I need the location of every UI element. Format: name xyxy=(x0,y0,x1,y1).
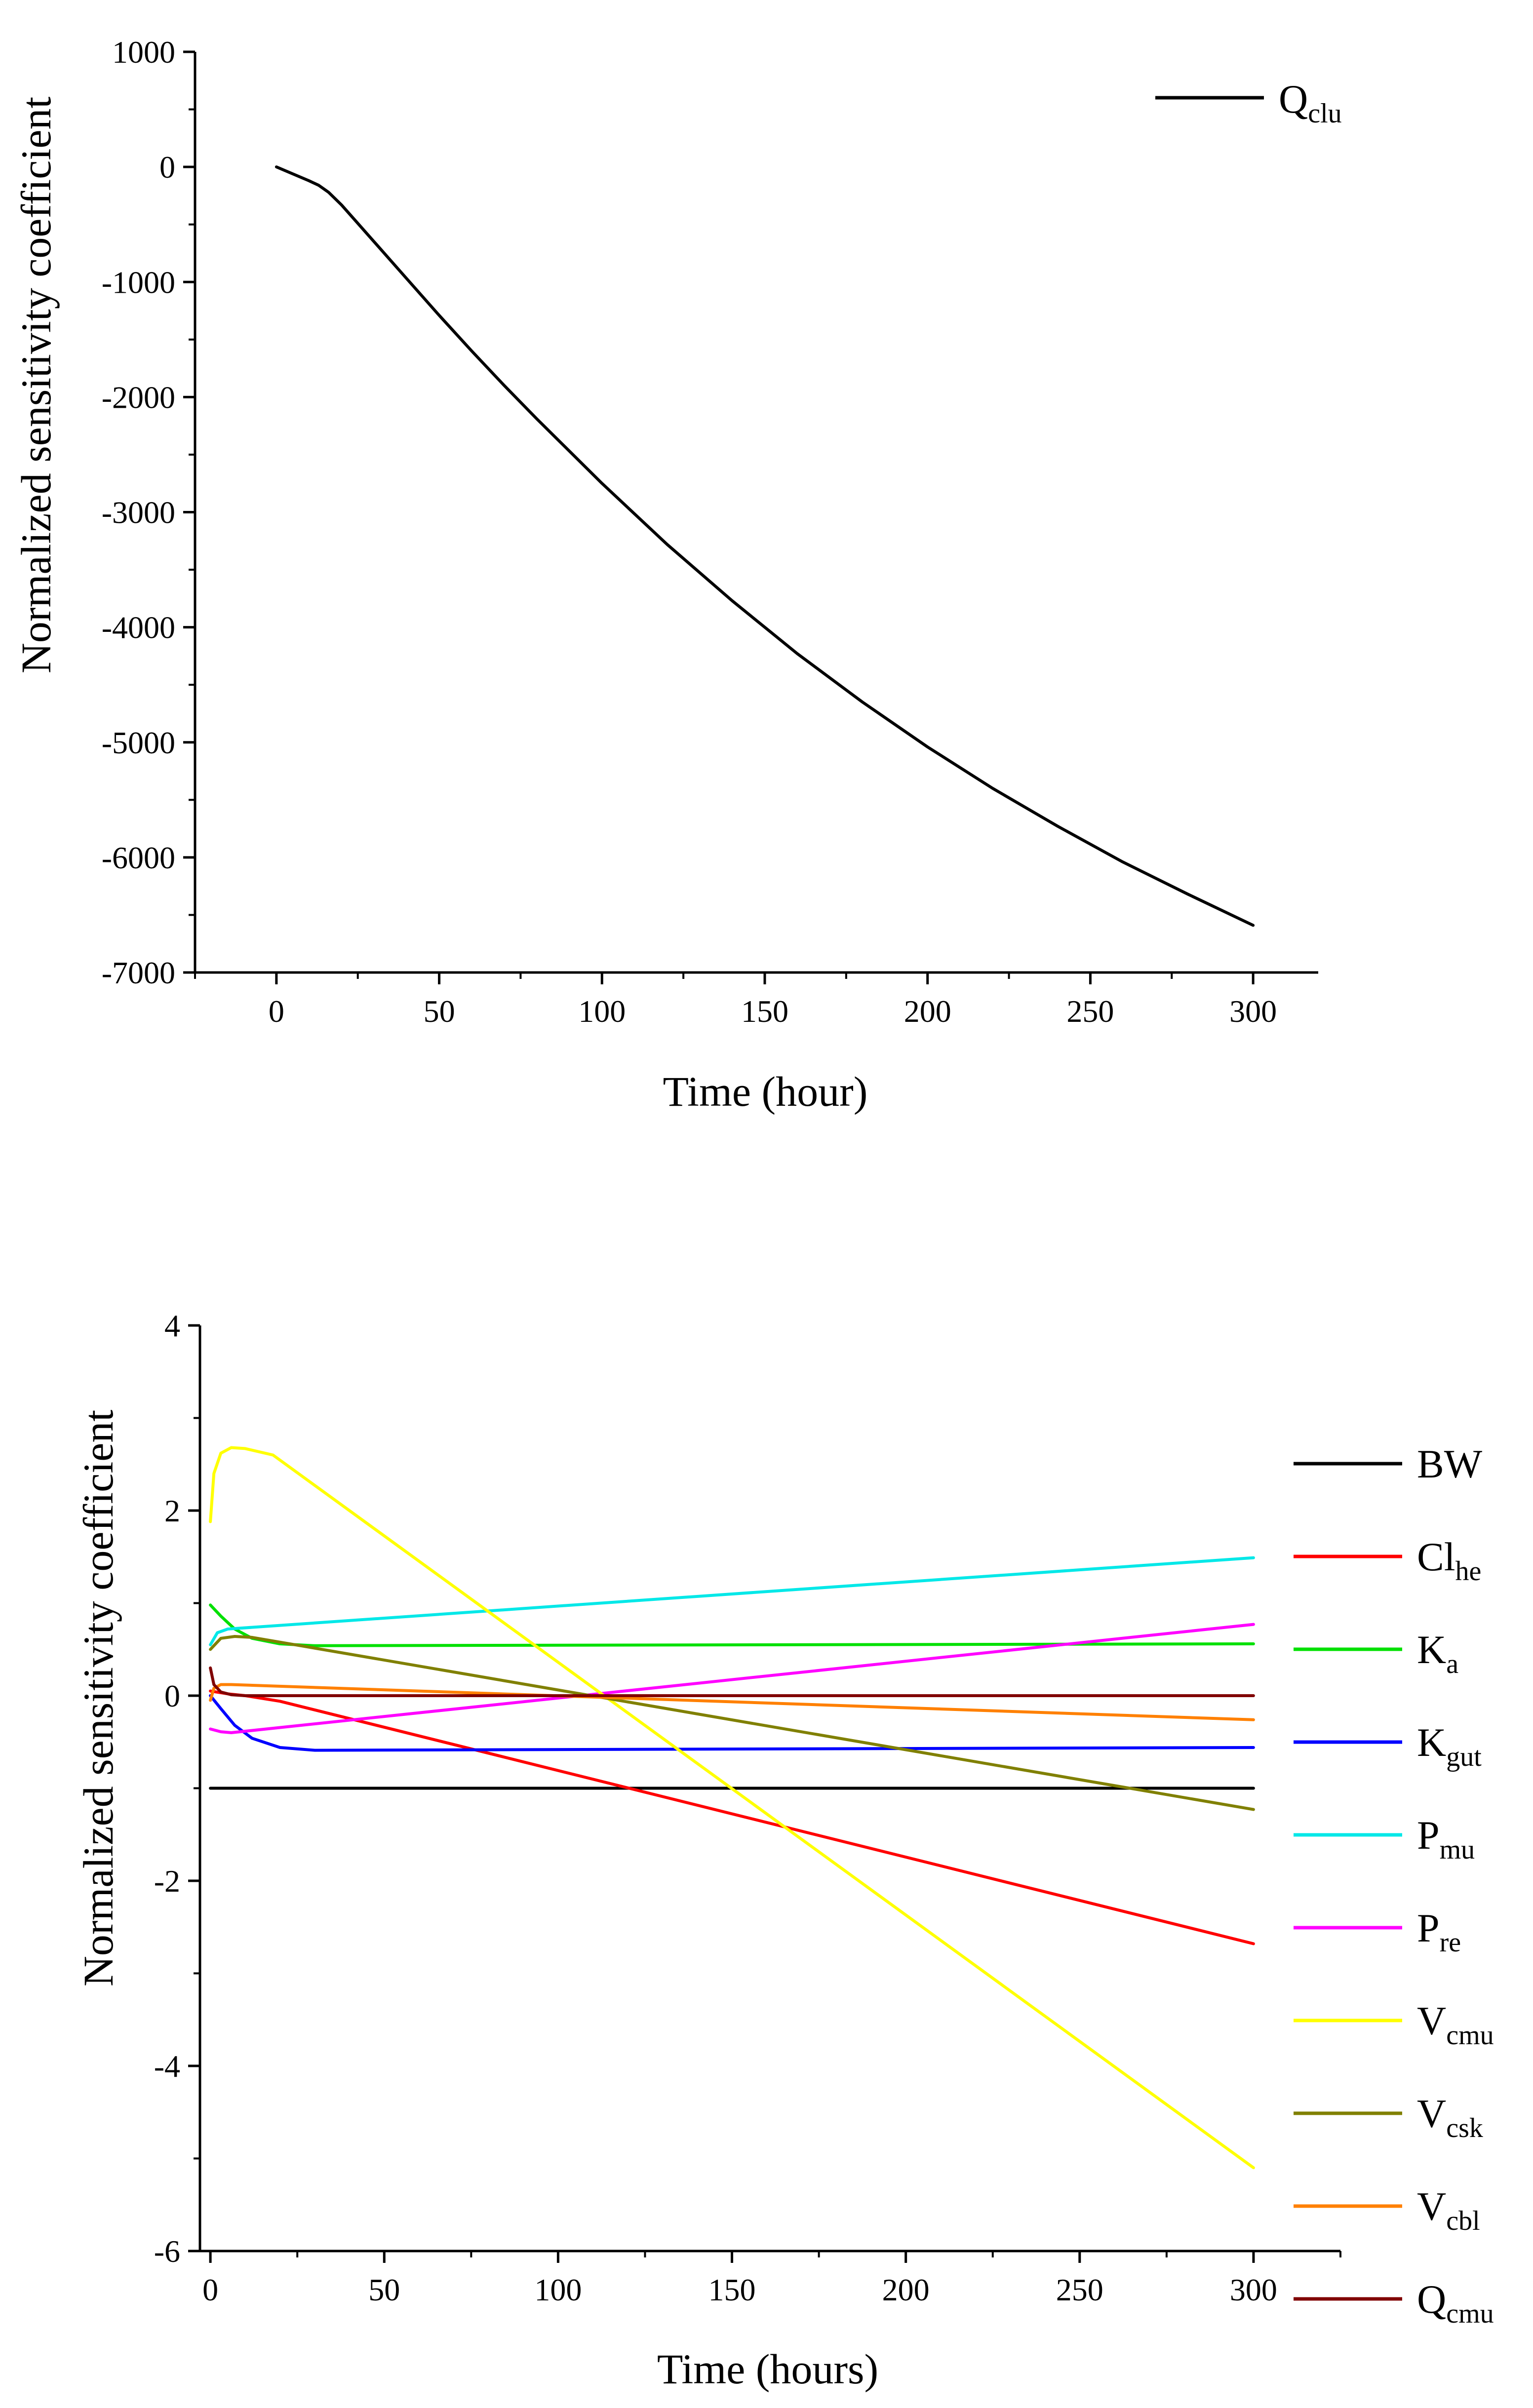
chart-1-plot-lines xyxy=(275,165,1255,927)
chart-2-y-tick-label: 0 xyxy=(164,1678,180,1713)
chart-2-legend-label-kgut: Kgut xyxy=(1417,1720,1482,1772)
chart-1-y-tick-label: -4000 xyxy=(102,610,175,645)
chart-1-x-axis-title: Time (hour) xyxy=(663,1068,868,1115)
chart-2-legend-label-qcmu: Qcmu xyxy=(1417,2277,1494,2329)
chart-2-legend-label-vcmu: Vcmu xyxy=(1417,1998,1494,2051)
chart-1-legend-label-qclu-main: Q xyxy=(1279,77,1308,121)
chart-2-series-line-vcmu xyxy=(209,1446,1255,2170)
chart-2-legend-label-main: V xyxy=(1417,1998,1446,2043)
chart-2-y-tick-label: -2 xyxy=(154,1864,180,1899)
chart-1-y-tick-label: 0 xyxy=(159,150,175,185)
chart-2-legend-label-main: Q xyxy=(1417,2277,1446,2322)
chart-2-legend-label-sub: cmu xyxy=(1446,2298,1494,2329)
chart-2-legend-label-main: V xyxy=(1417,2091,1446,2136)
chart-1-y-tick-label: -2000 xyxy=(102,380,175,415)
chart-2-legend-label-main: V xyxy=(1417,2184,1446,2229)
chart-2-legend-label-sub: mu xyxy=(1440,1834,1475,1865)
chart-1-y-tick-label: -3000 xyxy=(102,495,175,530)
chart-1-legend: Qclu xyxy=(1155,77,1342,129)
chart-1-x-tick-label: 150 xyxy=(741,994,788,1029)
chart-1-y-tick-label: -7000 xyxy=(102,955,175,990)
chart-2-series-line-pmu xyxy=(209,1556,1255,1646)
chart-2-series-line-qcmu xyxy=(209,1666,1255,1697)
chart-2-y-tick-label: 4 xyxy=(164,1308,180,1343)
chart-2-legend-label-sub: cmu xyxy=(1446,2020,1494,2051)
chart-2-legend-label-main: P xyxy=(1417,1813,1440,1858)
chart-1-y-tick-label: 1000 xyxy=(112,35,175,70)
chart-1-x-tick-label: 0 xyxy=(269,994,284,1029)
chart-2-legend-label-pre: Pre xyxy=(1417,1905,1461,1958)
chart-2-legend-label-main: BW xyxy=(1417,1441,1483,1486)
chart-1: 10000-1000-2000-3000-4000-5000-6000-7000… xyxy=(12,35,1342,1115)
chart-1-series-line-qclu xyxy=(275,165,1255,927)
chart-2-x-axis-title: Time (hours) xyxy=(657,2345,878,2393)
chart-2-x-tick-label: 150 xyxy=(708,2272,756,2307)
chart-2-y-axis-title: Normalized sensitivity coefficient xyxy=(75,1410,122,1987)
chart-2-y-tick-label: -4 xyxy=(154,2049,180,2084)
chart-1-y-tick-label: -6000 xyxy=(102,840,175,875)
chart-1-x-tick-label: 100 xyxy=(578,994,626,1029)
chart-1-legend-label-qclu-sub: clu xyxy=(1308,98,1341,129)
chart-1-y-axis-title: Normalized sensitivity coefficient xyxy=(12,97,60,674)
chart-1-x-tick-label: 300 xyxy=(1229,994,1277,1029)
chart-2-legend-label-vcsk: Vcsk xyxy=(1417,2091,1483,2143)
chart-2-legend-label-ka: Ka xyxy=(1417,1627,1458,1679)
chart-1-y-tick-label: -5000 xyxy=(102,725,175,760)
chart-2-x-tick-label: 100 xyxy=(534,2272,582,2307)
chart-2-legend-label-sub: gut xyxy=(1446,1742,1482,1772)
chart-2-y-tick-label: -6 xyxy=(154,2234,180,2269)
chart-2-legend-label-sub: re xyxy=(1440,1927,1461,1958)
chart-2-x-tick-label: 300 xyxy=(1230,2272,1277,2307)
chart-2-x-tick-label: 0 xyxy=(202,2272,218,2307)
chart-2-x-tick-label: 200 xyxy=(882,2272,930,2307)
chart-2-legend-label-main: K xyxy=(1417,1627,1446,1672)
chart-2-legend-label-sub: csk xyxy=(1446,2113,1483,2143)
chart-2-legend-label-pmu: Pmu xyxy=(1417,1813,1475,1865)
chart-2-legend-label-sub: a xyxy=(1446,1649,1458,1679)
chart-2-y-tick-label: 2 xyxy=(164,1493,180,1528)
chart-2-series-line-pre xyxy=(209,1623,1255,1734)
chart-1-x-tick-label: 200 xyxy=(904,994,951,1029)
chart-2-legend-label-sub: he xyxy=(1455,1556,1481,1587)
chart-1-y-tick-label: -1000 xyxy=(102,265,175,300)
chart-2-axes: 4 2 0 -2 -4 -6 0 50 100 150 200 250 300 xyxy=(154,1308,1341,2307)
chart-2-plot-lines xyxy=(209,1446,1255,2170)
chart-2-legend-label-main: P xyxy=(1417,1905,1440,1950)
chart-2-series-line-kgut xyxy=(209,1694,1255,1752)
chart-2-x-tick-label: 50 xyxy=(368,2272,400,2307)
chart-2-legend-label-bw: BW xyxy=(1417,1441,1483,1486)
chart-2-legend-label-sub: cbl xyxy=(1446,2206,1480,2236)
chart-1-legend-label-qclu: Qclu xyxy=(1279,77,1342,129)
chart-2-legend-label-vcbl: Vcbl xyxy=(1417,2184,1480,2236)
chart-1-x-tick-label: 50 xyxy=(424,994,455,1029)
chart-2: 4 2 0 -2 -4 -6 0 50 100 150 200 250 300 Time (hours)… xyxy=(75,1308,1494,2393)
chart-2-x-tick-label: 250 xyxy=(1056,2272,1103,2307)
chart-2-legend-label-main: Cl xyxy=(1417,1534,1455,1579)
chart-2-legend-label-clhe: Clhe xyxy=(1417,1534,1481,1587)
chart-2-legend-label-main: K xyxy=(1417,1720,1446,1765)
chart-1-x-tick-label: 250 xyxy=(1066,994,1114,1029)
chart-1-axes: 10000-1000-2000-3000-4000-5000-6000-7000… xyxy=(102,35,1318,1029)
